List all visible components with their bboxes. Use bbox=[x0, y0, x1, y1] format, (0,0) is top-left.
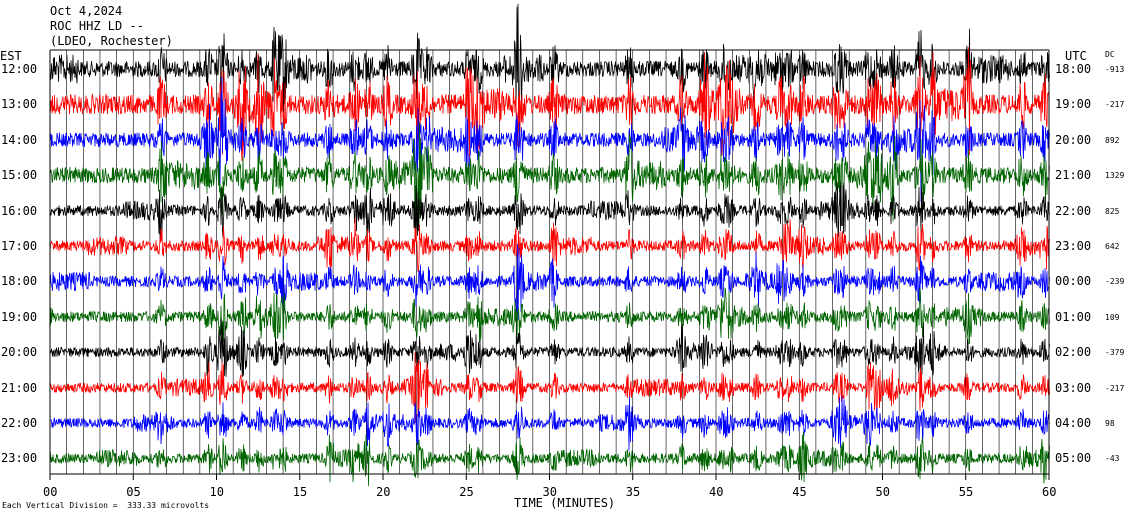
utc-hour-label: 22:00 bbox=[1055, 203, 1092, 218]
utc-hour-label: 19:00 bbox=[1055, 97, 1092, 112]
header-date: Oct 4,2024 bbox=[50, 4, 123, 18]
trace-row-1300 bbox=[49, 47, 1050, 162]
right-zone-label: UTC bbox=[1065, 49, 1087, 63]
est-hour-label: 23:00 bbox=[1, 451, 38, 466]
seismic-traces bbox=[49, 3, 1050, 487]
utc-hour-label: 00:00 bbox=[1055, 274, 1092, 289]
dc-offset-label: 109 bbox=[1105, 312, 1120, 322]
header-station: ROC HHZ LD -- bbox=[50, 19, 144, 33]
dc-offset-label: 1329 bbox=[1105, 171, 1125, 181]
x-tick-label: 45 bbox=[792, 485, 807, 499]
header-location: (LDEO, Rochester) bbox=[50, 34, 173, 48]
est-hour-label: 14:00 bbox=[1, 132, 38, 147]
trace-row-2300 bbox=[49, 431, 1050, 487]
trace-row-1700 bbox=[49, 217, 1050, 273]
dc-offset-label: 825 bbox=[1105, 206, 1120, 216]
utc-hour-label: 03:00 bbox=[1055, 380, 1092, 395]
trace-row-1200 bbox=[49, 3, 1050, 125]
utc-hour-label: 04:00 bbox=[1055, 416, 1092, 430]
dc-offset-label: 98 bbox=[1105, 419, 1115, 428]
est-hour-label: 21:00 bbox=[1, 380, 38, 395]
dc-offset-label: -217 bbox=[1105, 100, 1125, 110]
est-hour-label: 16:00 bbox=[1, 203, 38, 218]
x-tick-label: 50 bbox=[875, 485, 890, 499]
x-axis-title: TIME (MINUTES) bbox=[514, 496, 616, 510]
trace-row-1500 bbox=[50, 122, 1050, 232]
x-tick-label: 10 bbox=[209, 485, 224, 499]
x-tick-label: 30 bbox=[542, 485, 557, 499]
est-hour-label: 19:00 bbox=[1, 309, 38, 324]
trace-row-2000 bbox=[49, 318, 1050, 396]
x-tick-label: 55 bbox=[958, 485, 974, 499]
est-hour-label: 18:00 bbox=[1, 274, 38, 289]
est-hour-label: 13:00 bbox=[1, 97, 38, 112]
utc-hour-label: 23:00 bbox=[1055, 239, 1092, 253]
dc-label: DC bbox=[1105, 50, 1115, 59]
est-hour-label: 22:00 bbox=[1, 416, 38, 430]
x-tick-label: 05 bbox=[126, 485, 141, 499]
utc-hour-label: 01:00 bbox=[1055, 309, 1092, 324]
trace-row-1900 bbox=[49, 286, 1050, 347]
x-axis-ticks bbox=[49, 474, 1050, 480]
est-hour-label: 17:00 bbox=[1, 239, 38, 253]
dc-offset-label: -913 bbox=[1105, 65, 1125, 74]
dc-offset-label: -43 bbox=[1105, 454, 1120, 464]
utc-hour-label: 20:00 bbox=[1055, 132, 1092, 147]
dc-offset-label: 892 bbox=[1105, 135, 1120, 145]
trace-row-1400 bbox=[49, 76, 1050, 202]
x-tick-label: 60 bbox=[1042, 485, 1057, 499]
est-hour-label: 15:00 bbox=[1, 168, 38, 183]
footer-note: Each Vertical Division = 333.33 microvol… bbox=[2, 501, 210, 510]
trace-row-1600 bbox=[49, 181, 1050, 239]
x-tick-label: 25 bbox=[459, 485, 474, 499]
dc-offset-label: -379 bbox=[1105, 348, 1125, 358]
trace-row-2200 bbox=[49, 395, 1050, 451]
est-hour-label: 20:00 bbox=[1, 345, 38, 360]
x-tick-label: 40 bbox=[709, 485, 724, 499]
trace-row-2100 bbox=[49, 352, 1050, 423]
dc-offset-label: 642 bbox=[1105, 242, 1120, 251]
trace-row-1800 bbox=[49, 243, 1050, 321]
x-tick-label: 15 bbox=[292, 485, 308, 499]
left-zone-label: EST bbox=[0, 49, 22, 63]
x-tick-label: 00 bbox=[43, 485, 58, 499]
x-tick-label: 35 bbox=[625, 485, 641, 499]
utc-hour-label: 21:00 bbox=[1055, 168, 1092, 183]
utc-hour-label: 18:00 bbox=[1055, 62, 1092, 76]
x-tick-label: 20 bbox=[376, 485, 391, 499]
est-hour-label: 12:00 bbox=[1, 62, 38, 76]
utc-hour-label: 02:00 bbox=[1055, 345, 1092, 360]
dc-offset-label: -217 bbox=[1105, 383, 1125, 393]
utc-hour-label: 05:00 bbox=[1055, 451, 1092, 466]
dc-offset-label: -239 bbox=[1105, 277, 1125, 287]
